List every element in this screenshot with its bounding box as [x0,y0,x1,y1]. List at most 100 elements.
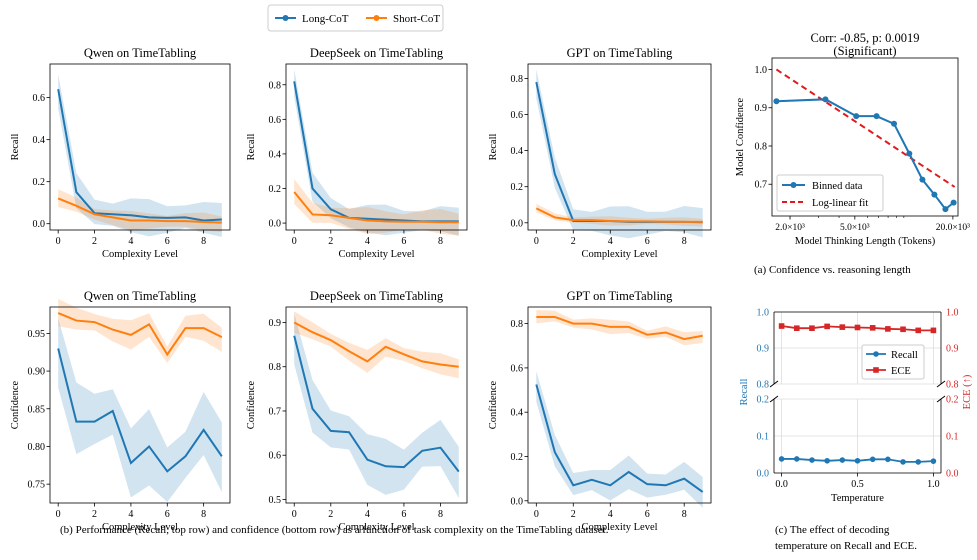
band-long-cot [294,313,459,499]
confidence-vs-length-chart: 2.0×10³ 5.0×10³ 20.0×10³ 0.7 0.8 0.9 1.0 Corr: … [735,31,970,247]
legend-long-label: Long-CoT [302,13,349,25]
ece-point [809,325,815,331]
x-axis-label: Complexity Level [338,249,414,260]
y-axis-label: Model Confidence [735,97,746,176]
x-tick-label: 4 [608,509,613,520]
y-tick-label: 0.8 [755,141,768,152]
chart-title: GPT on TimeTabling [567,289,674,303]
x-axis-label: Model Thinking Length (Tokens) [795,236,936,247]
x-tick-label: 2 [92,236,97,247]
x-tick-label: 6 [165,236,170,247]
recall-point [869,456,876,463]
chart-title: DeepSeek on TimeTabling [310,46,444,60]
plot-frame [285,306,468,504]
binned-line [776,98,955,211]
y-axis-label: Confidence [246,380,257,429]
y-tick-label: 0.4 [511,408,524,419]
y-tick-label: 0.0 [33,219,46,230]
x-tick-label: 2 [571,236,576,247]
y-tick-label: 0.95 [28,329,46,340]
caption-b: (b) Performance (Recall, top row) and co… [60,524,609,536]
x-tick-label: 4 [365,509,370,520]
legend-fit-label: Log-linear fit [812,198,868,209]
line-short-cot [57,312,223,357]
legend-ece-label: ECE [891,366,911,377]
left-y-tick-label: 0.0 [757,469,770,480]
band-long-cot [294,69,459,236]
chart-title: DeepSeek on TimeTabling [310,289,444,303]
recall-gpt-chart: 0 2 4 6 8 0.0 0.2 0.4 0.6 0.8 GPT on TimeTabling Co… [488,46,712,260]
band-long-cot [58,318,222,502]
ece-point [885,326,891,332]
x-tick-label: 6 [165,509,170,520]
recall-point [778,456,785,462]
x-axis-label: Complexity Level [102,249,178,260]
y-tick-label: 0.0 [511,496,524,507]
left-y-tick-label: 0.1 [757,432,770,443]
recall-point [930,458,937,464]
x-tick-label: 6 [645,236,650,247]
plot-frame [285,63,468,231]
x-tick-label: 8 [438,509,443,520]
x-tick-label: 0.0 [775,479,788,490]
y-tick-label: 0.9 [755,103,768,114]
confidence-qwen-chart: 0 2 4 6 8 0.75 0.80 0.85 0.90 0.95 Qwen on TimeTab… [10,289,231,533]
ece-point [930,327,937,334]
chart-title: Qwen on TimeTabling [84,289,197,303]
recall-qwen-chart: 0 2 4 6 8 0.0 0.2 0.4 0.6 Qwen on TimeTabling Comp… [10,46,231,260]
line-short-cot [536,315,703,341]
recall-point [824,457,830,464]
ece-point [854,324,861,331]
right-y-tick-label: 0.8 [946,380,959,391]
axis-break-mark [936,395,946,403]
shared-legend: Long-CoT Short-CoT [267,4,444,32]
x-tick-label: 5.0×10³ [840,223,870,233]
y-tick-label: 0.8 [511,74,524,85]
legend-ece-marker [873,367,879,373]
caption-c-line1: (c) The effect of decoding [775,524,890,536]
y-tick-label: 0.9 [269,318,282,329]
y-axis-label: Confidence [488,380,499,429]
x-tick-label: 6 [401,509,406,520]
binned-point [891,120,898,127]
x-tick-label: 8 [201,236,206,247]
band-long-cot [536,371,703,508]
recall-point [854,457,861,464]
y-tick-label: 0.0 [269,219,282,230]
y-tick-label: 0.6 [33,93,46,104]
right-y-tick-label: 0.0 [946,469,959,480]
legend-recall-label: Recall [891,350,918,361]
plot-frame [527,306,712,504]
legend-recall-marker [873,351,879,357]
recall-point [885,456,891,463]
y-tick-label: 0.2 [511,182,524,193]
right-y-tick-label: 1.0 [946,308,959,319]
caption-c-line2: temperature on Recall and ECE. [775,540,917,552]
y-tick-label: 0.80 [28,442,46,453]
y-tick-label: 0.8 [511,319,524,330]
x-tick-label: 8 [201,509,206,520]
x-axis-label: Complexity Level [581,249,657,260]
temperature-chart: 0.0 0.5 1.0 0.8 0.8 0.9 0.9 1.0 1.0 0.0 0.0 0.1 0.1 0… [739,308,973,505]
y-tick-label: 0.4 [33,135,46,146]
x-tick-label: 4 [128,509,133,520]
binned-point [822,96,829,103]
recall-point [900,459,906,465]
chart-subtitle: (Significant) [833,44,896,58]
ece-point [900,326,906,333]
y-tick-label: 0.2 [269,184,282,195]
x-tick-label: 0 [534,509,539,520]
y-tick-label: 0.5 [269,495,282,506]
y-axis-label: Recall [10,134,21,161]
binned-point [950,199,957,206]
left-y-tick-label: 1.0 [757,308,770,319]
right-y-axis-label: ECE (↑) [962,374,973,409]
plot-frame [527,63,712,231]
binned-point [919,176,926,183]
x-tick-label: 6 [401,236,406,247]
x-tick-label: 8 [682,509,687,520]
left-y-tick-label: 0.9 [757,344,770,355]
line-long-cot [293,335,460,473]
y-axis-label: Recall [488,134,499,161]
